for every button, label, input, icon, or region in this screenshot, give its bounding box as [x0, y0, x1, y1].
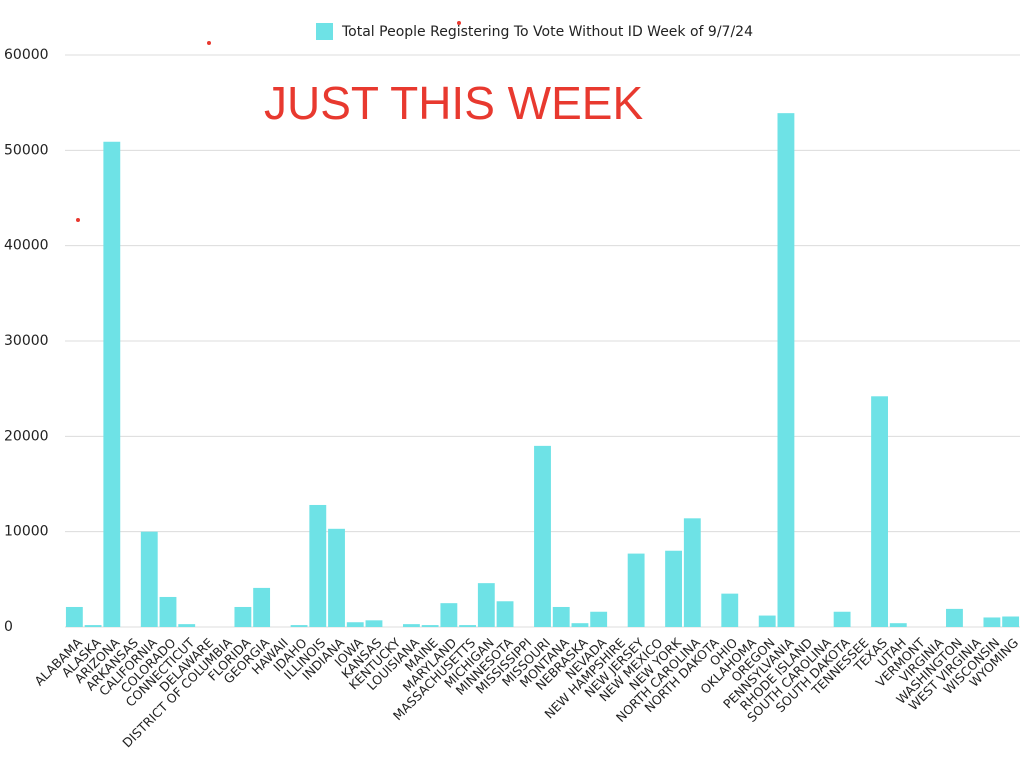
y-tick-label: 10000	[4, 524, 49, 540]
bar	[290, 625, 308, 627]
bar	[552, 606, 570, 627]
bar	[758, 615, 776, 627]
bar	[1002, 616, 1020, 627]
dot	[457, 21, 461, 25]
bar	[665, 550, 683, 627]
bar	[159, 596, 177, 627]
bar	[103, 141, 121, 627]
legend-swatch	[316, 23, 333, 40]
bar	[496, 601, 514, 627]
bar	[590, 611, 608, 627]
bar	[459, 625, 477, 627]
y-tick-label: 20000	[4, 428, 49, 444]
bar	[871, 396, 888, 627]
bar	[346, 622, 364, 627]
bar	[983, 617, 1001, 627]
bar	[534, 445, 551, 627]
bar	[946, 608, 963, 627]
dot	[76, 218, 80, 222]
bar	[253, 587, 271, 627]
bar	[328, 528, 345, 627]
bar	[440, 603, 458, 627]
bar	[402, 624, 420, 627]
y-tick-label: 50000	[4, 142, 49, 158]
y-tick-label: 30000	[4, 333, 49, 349]
bar	[627, 553, 645, 627]
bar	[571, 623, 589, 627]
bar	[365, 620, 383, 627]
bar	[683, 518, 701, 627]
bar	[140, 531, 158, 627]
bar	[234, 606, 252, 627]
bar	[178, 624, 196, 627]
bar	[777, 113, 795, 628]
bar	[721, 593, 739, 627]
bar	[65, 606, 83, 627]
annotation: JUST THIS WEEK	[264, 77, 643, 129]
dot	[207, 41, 211, 45]
y-tick-label: 40000	[4, 238, 49, 254]
legend-label: Total People Registering To Vote Without…	[341, 24, 753, 40]
y-tick-label: 0	[4, 619, 13, 635]
bar	[889, 623, 907, 627]
bar	[84, 625, 102, 627]
bar	[309, 504, 327, 627]
bar	[833, 611, 851, 627]
y-tick-label: 60000	[4, 47, 49, 63]
bar	[421, 625, 439, 627]
bar	[477, 583, 495, 627]
